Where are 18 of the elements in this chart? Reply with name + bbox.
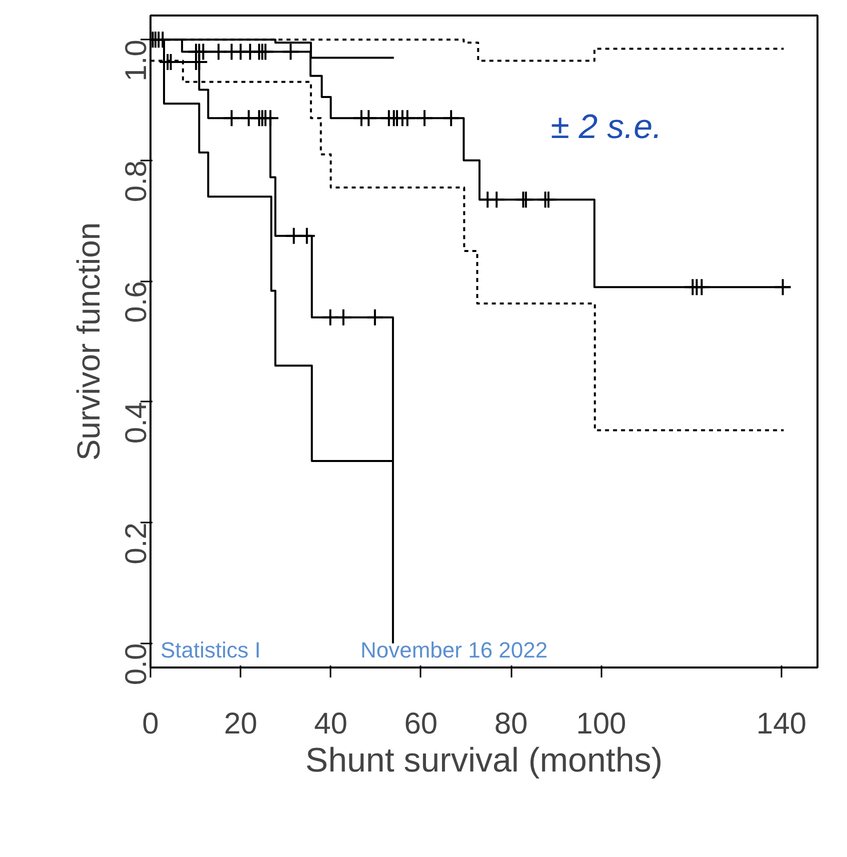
x-tick-label: 60 bbox=[404, 708, 438, 740]
y-tick-label: 0.4 bbox=[120, 402, 153, 444]
x-axis-title: Shunt survival (months) bbox=[305, 742, 663, 780]
y-tick-label: 0.6 bbox=[120, 281, 153, 323]
x-tick-label: 100 bbox=[576, 708, 626, 740]
x-tick-label: 20 bbox=[224, 708, 258, 740]
y-tick-label: 0.0 bbox=[120, 643, 153, 686]
annotation: ± 2 s.e. bbox=[550, 108, 662, 146]
y-tick-label: 0.2 bbox=[120, 522, 153, 564]
x-tick-label: 0 bbox=[142, 708, 159, 740]
y-axis-title: Survivor function bbox=[70, 222, 106, 461]
x-tick-label: 80 bbox=[494, 708, 528, 740]
x-tick-label: 140 bbox=[756, 708, 806, 740]
x-tick-label: 40 bbox=[314, 708, 348, 740]
annotation: Statistics I bbox=[160, 638, 261, 662]
y-tick-label: 1.0 bbox=[120, 40, 153, 82]
y-tick-label: 0.8 bbox=[120, 160, 153, 202]
annotation: November 16 2022 bbox=[360, 638, 548, 662]
